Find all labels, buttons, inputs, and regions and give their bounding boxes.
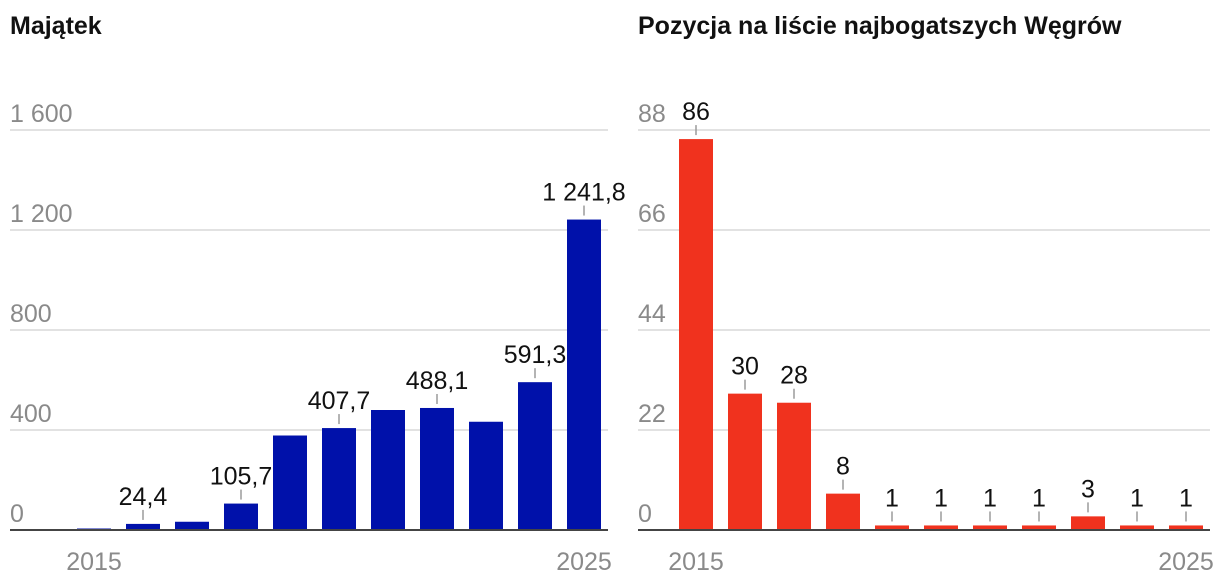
rank-bar xyxy=(924,525,958,530)
rank-y-tick-label: 0 xyxy=(638,500,652,528)
rank-y-tick-label: 22 xyxy=(638,400,666,428)
rank-data-label: 1 xyxy=(1130,484,1144,512)
rank-bar xyxy=(728,393,762,530)
rank-bar xyxy=(875,525,909,530)
wealth-data-label: 24,4 xyxy=(119,483,168,511)
wealth-x-tick-label: 2025 xyxy=(556,548,612,576)
chart-title-ranking: Pozycja na liście najbogatszych Węgrów xyxy=(638,12,1122,40)
rank-data-label: 86 xyxy=(682,98,710,126)
rank-y-tick-label: 88 xyxy=(638,100,666,128)
wealth-bar xyxy=(126,523,160,530)
rank-bar xyxy=(1169,525,1203,530)
rank-data-label: 8 xyxy=(836,453,850,481)
rank-bar xyxy=(679,139,713,530)
rank-x-tick-label: 2015 xyxy=(668,548,724,576)
rank-data-label: 1 xyxy=(1032,484,1046,512)
rank-x-tick-label: 2025 xyxy=(1158,548,1214,576)
wealth-data-label: 1 241,8 xyxy=(542,179,625,207)
wealth-y-tick-label: 400 xyxy=(10,400,52,428)
chart-title-wealth: Majątek xyxy=(10,12,102,40)
wealth-bar xyxy=(273,435,307,530)
wealth-bar xyxy=(469,421,503,530)
wealth-y-tick-label: 1 600 xyxy=(10,100,73,128)
wealth-bar xyxy=(175,521,209,530)
rank-data-label: 1 xyxy=(983,484,997,512)
wealth-bar xyxy=(420,407,454,530)
rank-bar xyxy=(1022,525,1056,530)
wealth-bar xyxy=(322,428,356,530)
rank-y-tick-label: 66 xyxy=(638,200,666,228)
rank-bar xyxy=(777,402,811,530)
wealth-bar xyxy=(567,219,601,531)
rank-y-tick-label: 44 xyxy=(638,300,666,328)
wealth-bar xyxy=(518,382,552,530)
rank-data-label: 1 xyxy=(1179,484,1193,512)
wealth-data-label: 488,1 xyxy=(406,367,469,395)
rank-bar xyxy=(973,525,1007,530)
rank-bar xyxy=(1071,516,1105,530)
rank-bar xyxy=(1120,525,1154,530)
wealth-y-tick-label: 1 200 xyxy=(10,200,73,228)
wealth-x-tick-label: 2015 xyxy=(66,548,122,576)
wealth-y-tick-label: 0 xyxy=(10,500,24,528)
rank-data-label: 30 xyxy=(731,353,759,381)
wealth-bar xyxy=(371,410,405,530)
wealth-data-label: 407,7 xyxy=(308,387,371,415)
wealth-y-tick-label: 800 xyxy=(10,300,52,328)
rank-bar xyxy=(826,493,860,530)
wealth-bar xyxy=(224,503,258,530)
rank-data-label: 1 xyxy=(885,484,899,512)
wealth-data-label: 591,3 xyxy=(504,341,567,369)
rank-data-label: 1 xyxy=(934,484,948,512)
rank-data-label: 3 xyxy=(1081,475,1095,503)
rank-data-label: 28 xyxy=(780,362,808,390)
wealth-data-label: 105,7 xyxy=(210,463,273,491)
